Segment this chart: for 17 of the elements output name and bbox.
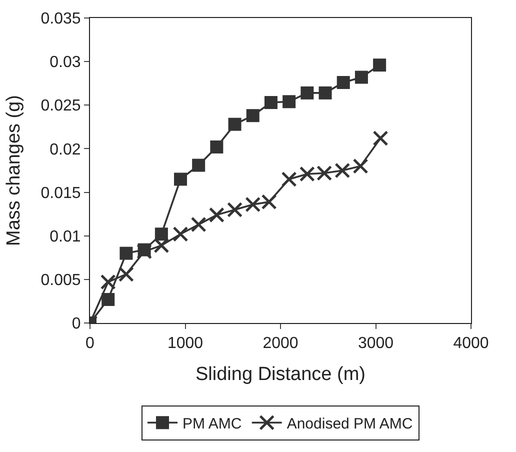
y-axis-title: Mass changes (g) (4, 94, 25, 246)
legend-label: Anodised PM AMC (286, 415, 413, 432)
y-tick-label: 0.005 (40, 272, 81, 290)
x-tick-label: 2000 (262, 335, 298, 352)
legend-label: PM AMC (182, 415, 242, 432)
y-tick-label: 0.03 (50, 54, 81, 72)
y-tick-label: 0.01 (50, 228, 81, 246)
x-tick-label: 4000 (453, 335, 489, 352)
y-tick-label: 0.015 (40, 184, 81, 202)
x-tick-label: 1000 (167, 335, 204, 352)
x-tick-label: 3000 (358, 335, 394, 352)
x-axis-title: Sliding Distance (m) (196, 364, 366, 385)
x-tick-label: 0 (86, 335, 95, 352)
y-tick-label: 0 (72, 316, 81, 333)
y-tick-label: 0.025 (40, 98, 81, 115)
y-tick-label: 0.035 (40, 10, 81, 28)
y-tick-label: 0.02 (50, 141, 81, 158)
